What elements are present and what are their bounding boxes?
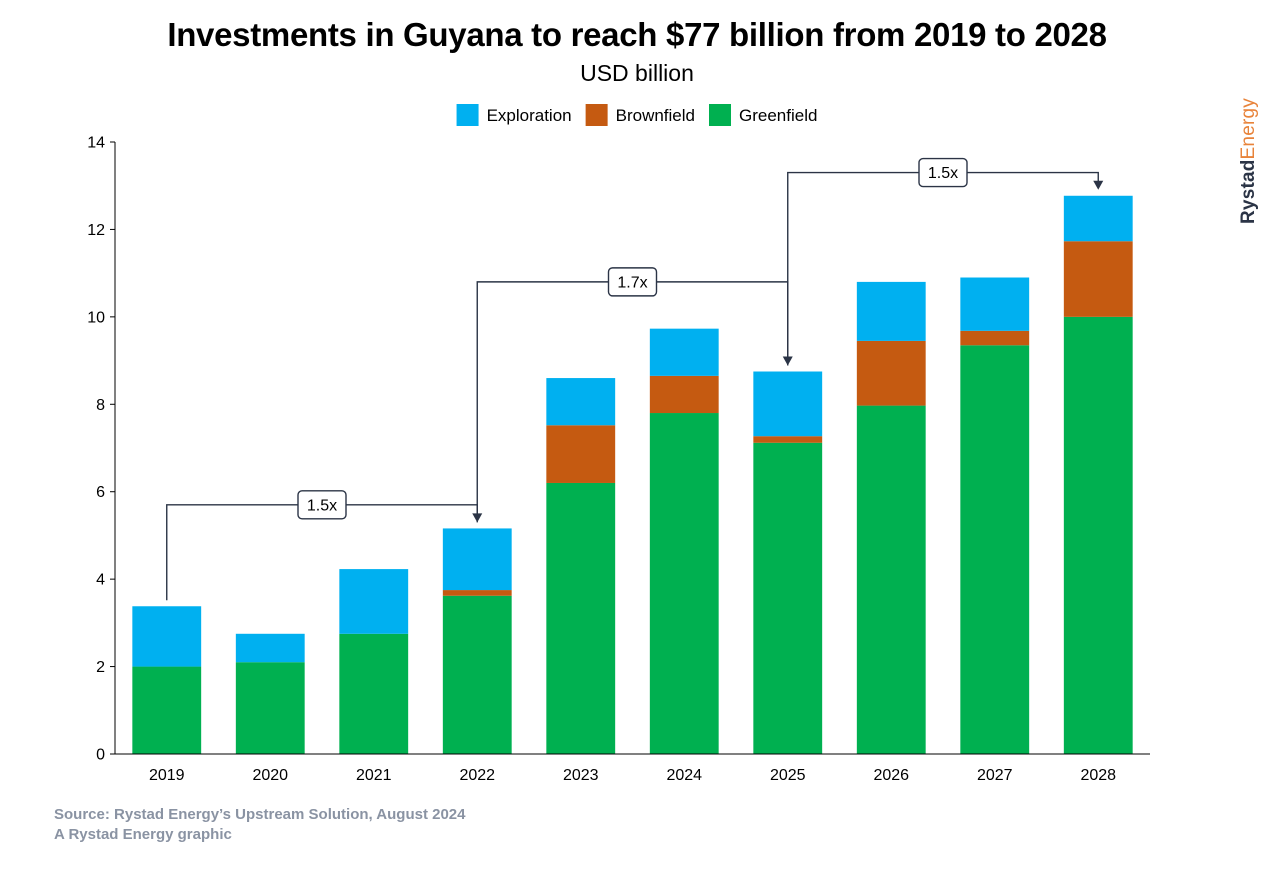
- annotation-label-box: [297, 490, 347, 520]
- bar-greenfield-2024: [649, 413, 719, 754]
- axes: 0 2 4 6 8 10 12 14 2019 2020 2021 2022 2023 2024 2025 2…: [87, 135, 1150, 784]
- bar-exploration-2019: [132, 606, 202, 667]
- bar-greenfield-2028: [1063, 316, 1133, 754]
- brand-logo-part1: Rystad: [1238, 159, 1259, 224]
- legend-label-brownfield: Brownfield: [616, 106, 695, 125]
- bars: [132, 195, 1133, 754]
- annotation-arrowhead: [1093, 180, 1104, 190]
- y-tick-label: 14: [87, 135, 105, 152]
- x-tick-label-2021: 2021: [356, 767, 392, 784]
- y-tick-label: 0: [96, 747, 105, 764]
- x-tick-label-2024: 2024: [666, 767, 702, 784]
- annotation-label: 1.5x: [928, 165, 958, 182]
- bar-greenfield-2025: [753, 442, 823, 754]
- annotation-label-box: [607, 267, 658, 297]
- bar-exploration-2021: [339, 569, 409, 634]
- x-tick-label-2025: 2025: [770, 767, 806, 784]
- x-tick-label-2022: 2022: [459, 767, 495, 784]
- bar-brownfield-2023: [546, 425, 616, 483]
- bar-brownfield-2024: [649, 375, 719, 414]
- y-tick-label: 8: [96, 397, 105, 414]
- bar-greenfield-2027: [960, 345, 1030, 754]
- legend: Exploration Brownfield Greenfield: [456, 104, 817, 126]
- bar-exploration-2025: [753, 371, 823, 437]
- bar-greenfield-2026: [856, 405, 926, 754]
- legend-label-greenfield: Greenfield: [739, 106, 817, 125]
- bar-exploration-2022: [442, 528, 512, 591]
- legend-swatch-greenfield: [709, 104, 731, 126]
- bar-greenfield-2020: [235, 662, 305, 754]
- legend-swatch-exploration: [456, 104, 479, 126]
- annotation-label: 1.7x: [617, 274, 647, 291]
- bar-brownfield-2022: [442, 590, 512, 596]
- source-note: Source: Rystad Energy’s Upstream Solutio…: [54, 806, 466, 823]
- bar-exploration-2020: [235, 633, 305, 663]
- bar-exploration-2027: [960, 277, 1030, 331]
- annotation-label-box: [918, 157, 968, 188]
- y-tick-label: 10: [87, 309, 105, 326]
- bar-brownfield-2026: [856, 340, 926, 406]
- bar-exploration-2023: [546, 378, 616, 426]
- brand-logo: RystadEnergy: [1238, 98, 1260, 224]
- x-tick-label-2027: 2027: [977, 767, 1013, 784]
- bar-greenfield-2019: [132, 666, 202, 754]
- growth-annotations: 1.5x 1.7x 1.5x: [166, 157, 1104, 601]
- chart-title: Investments in Guyana to reach $77 billi…: [167, 16, 1107, 53]
- bar-exploration-2028: [1063, 195, 1133, 242]
- annotation-label: 1.5x: [307, 497, 337, 514]
- y-tick-label: 4: [96, 572, 105, 589]
- x-tick-label-2028: 2028: [1080, 767, 1116, 784]
- legend-swatch-brownfield: [585, 104, 608, 126]
- annotation-connector-2025-2028: [787, 171, 1099, 366]
- bar-brownfield-2025: [753, 436, 823, 443]
- x-tick-label-2019: 2019: [149, 767, 185, 784]
- x-tick-label-2020: 2020: [252, 767, 288, 784]
- bar-exploration-2026: [856, 281, 926, 341]
- brand-logo-part2: Energy: [1238, 98, 1259, 160]
- credit-note: A Rystad Energy graphic: [54, 826, 232, 843]
- annotation-connector-2022-2025: [476, 281, 789, 523]
- bar-greenfield-2022: [442, 595, 512, 754]
- chart-subtitle: USD billion: [580, 60, 694, 86]
- bar-greenfield-2023: [546, 482, 616, 754]
- x-tick-label-2026: 2026: [873, 767, 909, 784]
- y-tick-label: 12: [87, 222, 105, 239]
- bar-brownfield-2028: [1063, 241, 1133, 317]
- bar-brownfield-2027: [960, 330, 1030, 346]
- x-tick-label-2023: 2023: [563, 767, 599, 784]
- bar-exploration-2024: [649, 328, 719, 376]
- legend-label-exploration: Exploration: [487, 106, 572, 125]
- y-tick-label: 2: [96, 659, 105, 676]
- bar-greenfield-2021: [339, 633, 409, 754]
- y-tick-label: 6: [96, 484, 105, 501]
